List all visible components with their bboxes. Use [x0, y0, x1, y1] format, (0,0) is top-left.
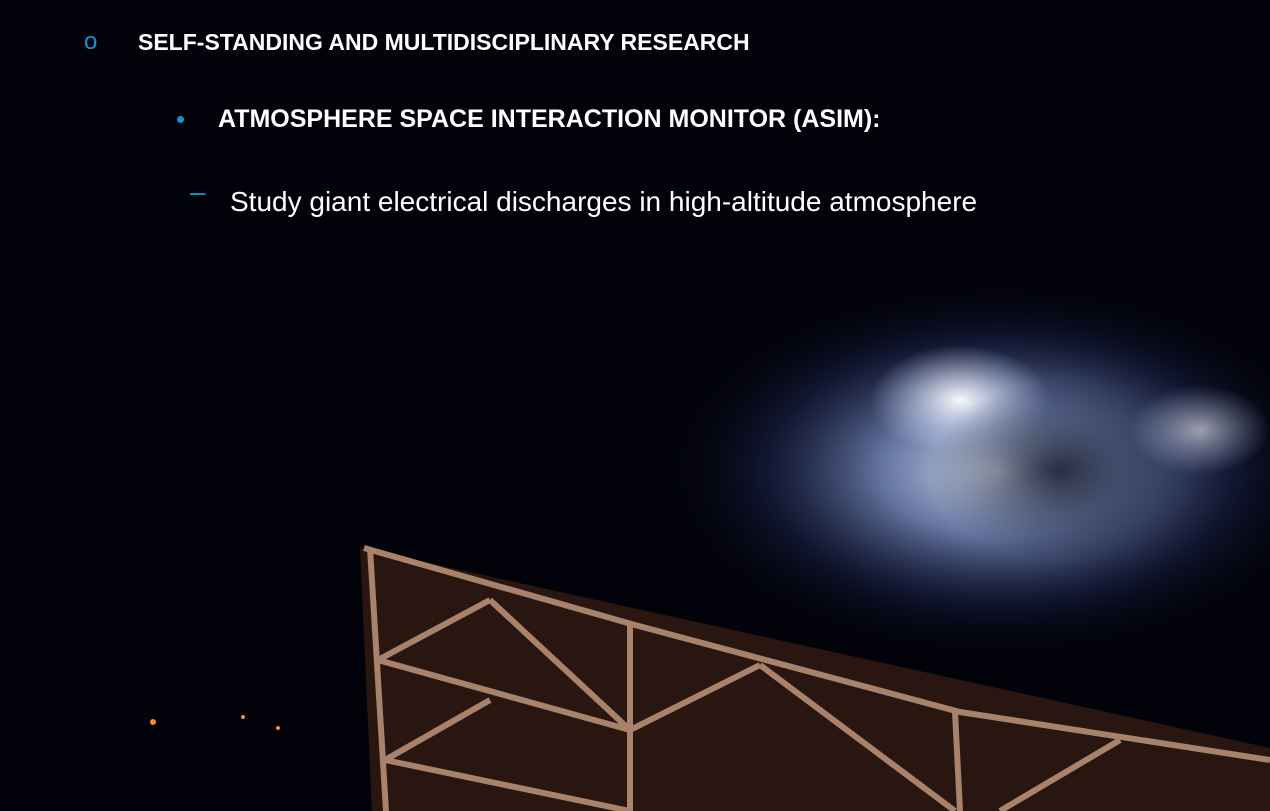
bullet-text: ATMOSPHERE SPACE INTERACTION MONITOR (AS…	[218, 105, 881, 133]
bullet-text: SELF-STANDING AND MULTIDISCIPLINARY RESE…	[138, 29, 750, 55]
bullet-marker: –	[190, 176, 206, 207]
bullet-marker: o	[84, 28, 98, 55]
bullet-marker: •	[176, 104, 186, 134]
bullet-text: Study giant electrical discharges in hig…	[230, 186, 978, 217]
